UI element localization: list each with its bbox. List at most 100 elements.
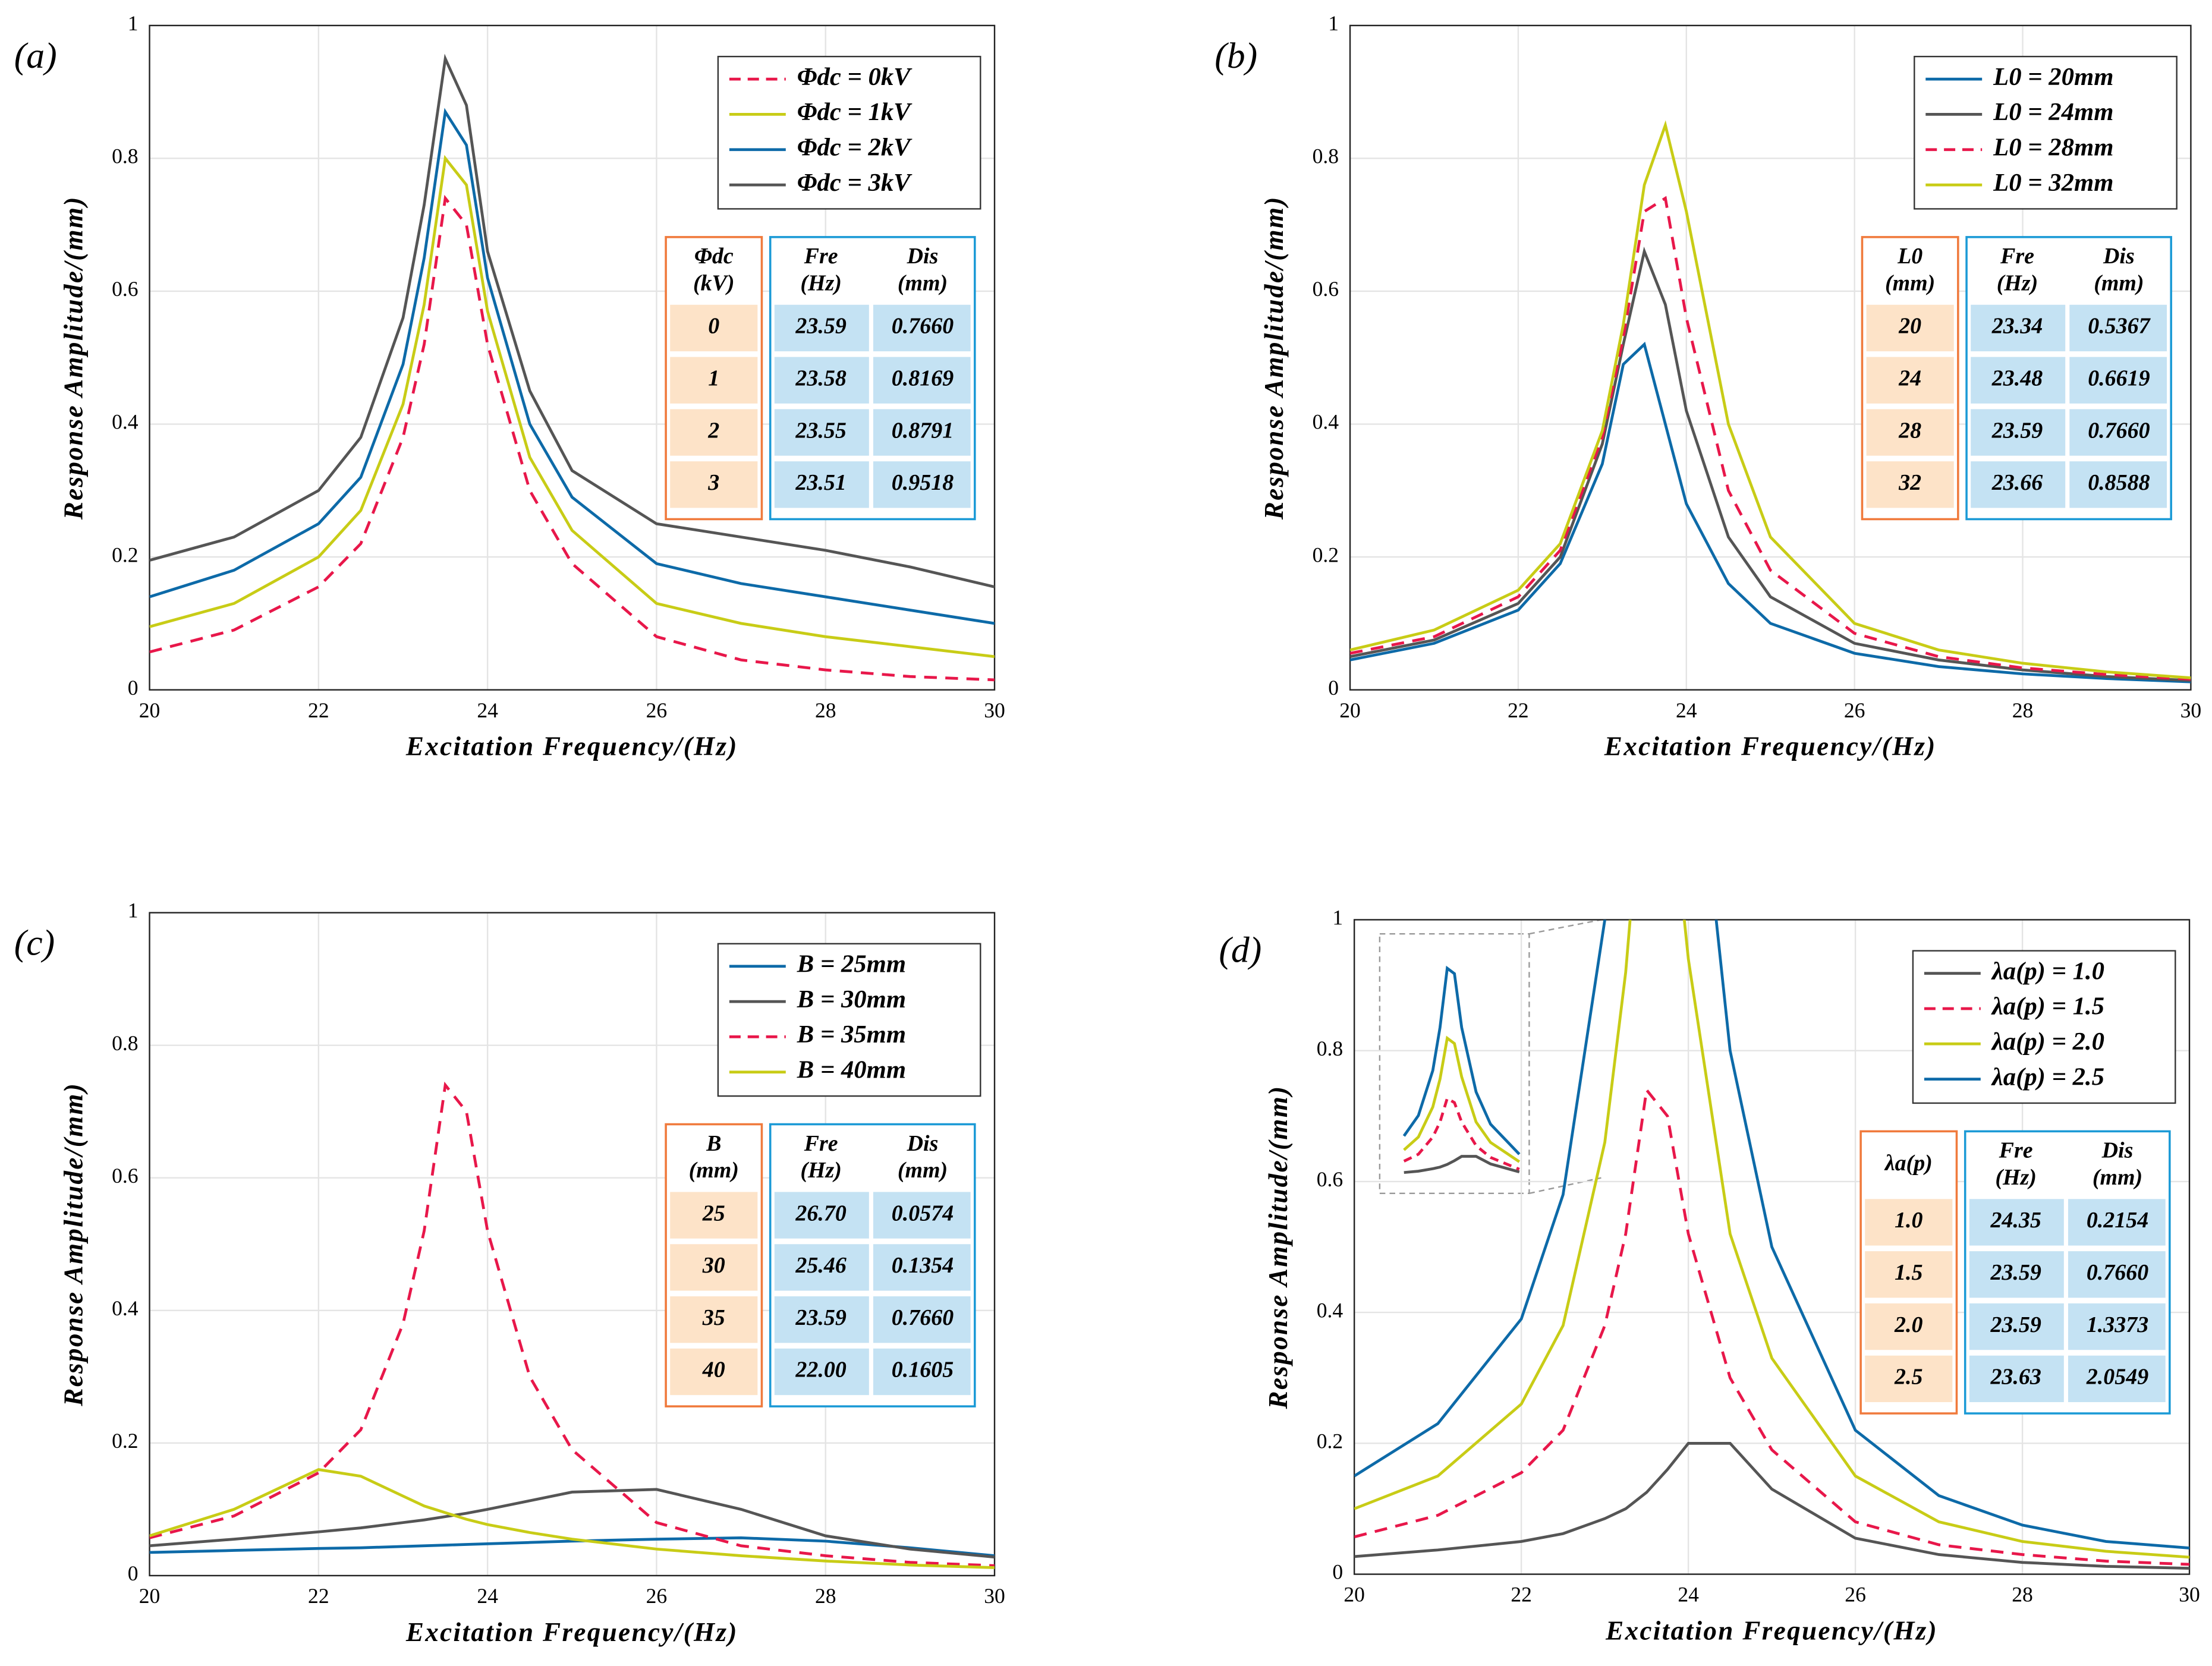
- series-group: [149, 53, 995, 682]
- table-cell: [2069, 304, 2167, 352]
- table-text: 1.5: [1895, 1260, 1922, 1285]
- table-cell: [774, 409, 869, 456]
- table-header: λa(p): [1884, 1151, 1933, 1176]
- legend-label: B = 40mm: [797, 1056, 906, 1084]
- line-series: [149, 1081, 995, 1567]
- table-header: L0: [1897, 244, 1922, 269]
- x-tick-label: 26: [646, 1584, 668, 1608]
- table-text: 23.59: [1990, 1260, 2041, 1285]
- x-tick-label: 30: [2180, 698, 2202, 722]
- table-header-unit: (mm): [898, 270, 948, 295]
- table-cell: [1865, 1251, 1953, 1298]
- panel-label: (d): [1219, 930, 1261, 971]
- x-tick-label: 20: [139, 1584, 161, 1608]
- table-cell: [1971, 357, 2066, 404]
- table-cell: [774, 1244, 869, 1291]
- legend-label: B = 30mm: [797, 985, 906, 1013]
- y-tick-label: 0.4: [1317, 1298, 1343, 1322]
- table-text: 23.59: [1991, 418, 2043, 443]
- x-tick-label: 22: [1511, 1583, 1532, 1607]
- inset-connector: [1529, 919, 1601, 935]
- series-group: [1350, 120, 2191, 684]
- table-cell: [873, 1348, 971, 1396]
- y-tick-label: 0.2: [1317, 1429, 1343, 1453]
- table-text: 0.7660: [2088, 418, 2150, 443]
- table-text: 0.7660: [892, 1305, 954, 1330]
- table-cell: [873, 461, 971, 508]
- panel: 20 22 24 26 28 30 0 0.2 0.4 0.6 0.8 1 Excitation Fre…: [14, 899, 1005, 1647]
- line-series: [1350, 246, 2191, 682]
- series-group: [1354, 919, 2190, 1570]
- table-cell: [1866, 357, 1954, 404]
- legend-label: B = 35mm: [797, 1021, 906, 1048]
- table-cell: [1969, 1251, 2064, 1298]
- table-text: 0.8588: [2088, 470, 2150, 495]
- table-text: 23.55: [795, 418, 846, 443]
- table-cell: [2068, 1199, 2166, 1246]
- inset-line: [1403, 1096, 1520, 1171]
- table-cell: [873, 1192, 971, 1239]
- y-tick-label: 0.4: [112, 410, 139, 434]
- y-tick-label: 0.2: [112, 1429, 138, 1453]
- y-tick-label: 0.4: [1313, 410, 1339, 434]
- x-tick-label: 22: [1508, 698, 1529, 722]
- table-text: 2.0549: [2086, 1365, 2148, 1390]
- table-text: 23.59: [795, 1305, 846, 1330]
- y-tick-label: 1: [1328, 11, 1339, 35]
- table-header: Fre: [2000, 244, 2034, 269]
- line-series: [1354, 1086, 2190, 1566]
- table-text: 32: [1898, 470, 1921, 495]
- table-header-unit: (mm): [689, 1158, 739, 1183]
- table-header-unit: (mm): [2093, 1165, 2142, 1190]
- table-cell: [873, 409, 971, 456]
- table-text: 3: [707, 470, 719, 495]
- y-tick-label: 0.8: [112, 144, 138, 168]
- axes-frame: [1349, 24, 2192, 691]
- line-series: [149, 194, 995, 682]
- table-text: 22.00: [795, 1358, 846, 1382]
- y-tick-label: 0.6: [1313, 277, 1339, 301]
- y-tick-label: 0.2: [1313, 543, 1339, 566]
- table-cell: [873, 357, 971, 404]
- inset-box: [1379, 933, 1530, 1195]
- table-cell: [1866, 409, 1954, 456]
- table-text: 35: [702, 1305, 725, 1330]
- line-series: [149, 108, 995, 625]
- series-group: [149, 1081, 995, 1569]
- table-header: Dis: [2101, 1138, 2134, 1163]
- table-cell: [1971, 304, 2066, 352]
- table-header-unit: (Hz): [1995, 1165, 2037, 1190]
- x-tick-label: 22: [308, 1584, 329, 1608]
- x-tick-label: 24: [477, 698, 498, 722]
- x-axis-label: Excitation Frequency/(Hz): [405, 732, 738, 761]
- table-text: 28: [1898, 418, 1921, 443]
- line-series: [1350, 120, 2191, 679]
- line-series: [149, 53, 995, 588]
- x-axis-label: Excitation Frequency/(Hz): [1605, 1616, 1938, 1646]
- y-tick-label: 0.8: [112, 1031, 138, 1055]
- x-tick-label: 28: [815, 1584, 836, 1608]
- y-tick-label: 0.8: [1313, 144, 1339, 168]
- table-cell: [2069, 461, 2167, 508]
- table-header-unit: (Hz): [800, 270, 842, 295]
- line-series: [149, 1468, 995, 1569]
- table-cell: [1866, 461, 1954, 508]
- y-tick-label: 0.6: [112, 277, 138, 301]
- table-cell: [774, 1348, 869, 1396]
- x-tick-label: 28: [2012, 698, 2034, 722]
- table-header-unit: (mm): [898, 1158, 948, 1183]
- table-text: 25.46: [795, 1253, 846, 1278]
- x-tick-label: 30: [984, 1584, 1005, 1608]
- y-tick-label: 0: [128, 676, 139, 700]
- panel-label: (a): [14, 36, 57, 76]
- table-header-unit: (kV): [693, 270, 735, 295]
- table-text: 0: [708, 314, 719, 339]
- table-header-unit: (Hz): [1997, 270, 2038, 295]
- x-tick-label: 24: [477, 1584, 498, 1608]
- legend-label: L0 = 24mm: [1993, 98, 2113, 126]
- table-cell: [1969, 1303, 2064, 1350]
- y-tick-label: 1: [128, 11, 139, 35]
- axes-frame: [149, 24, 996, 691]
- table-cell: [873, 1244, 971, 1291]
